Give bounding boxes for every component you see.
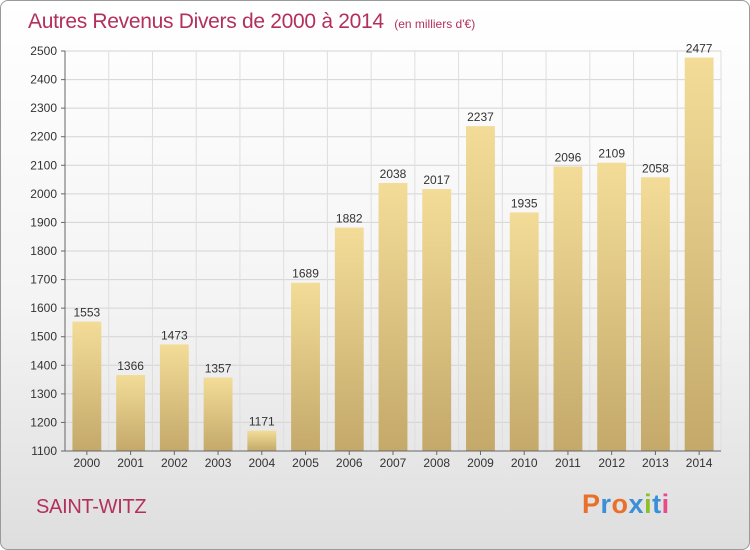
y-tick-label: 2500 [30,44,57,58]
logo-letter: o [611,489,629,519]
data-label: 1935 [511,196,538,210]
x-tick-label: 2014 [686,456,713,470]
data-label: 2109 [598,147,625,161]
bar-2003 [203,377,233,451]
bar-2005 [291,282,320,451]
y-tick-label: 1700 [30,273,57,287]
logo-letter: t [652,489,662,519]
logo-letter: i [661,489,670,519]
x-tick-label: 2000 [74,456,101,470]
data-label: 2477 [686,42,713,56]
x-tick-label: 2008 [423,456,450,470]
bar-2009 [466,126,495,452]
logo-letter: P [582,489,601,519]
bar-2010 [509,212,539,451]
logo-letter: x [628,489,645,519]
data-label: 2038 [380,167,407,181]
bar-2001 [116,375,146,451]
data-label: 1689 [292,267,319,281]
bar-2004 [247,430,277,451]
x-tick-label: 2007 [380,456,407,470]
data-label: 1553 [74,306,101,320]
logo-letter: i [644,489,653,519]
y-tick-label: 1400 [30,358,57,372]
location-label: SAINT-WITZ [36,496,147,518]
x-tick-label: 2011 [555,456,581,470]
bar-2000 [72,321,102,451]
y-tick-label: 1900 [30,215,57,229]
data-label: 1171 [249,415,275,429]
chart-unit-note: (en milliers d'€) [394,17,476,31]
bar-2013 [640,177,670,452]
bar-2014 [684,57,714,451]
x-tick-label: 2002 [161,456,188,470]
bar-2011 [553,166,583,451]
x-tick-label: 2001 [117,456,144,470]
bar-2002 [159,344,189,451]
data-label: 1366 [117,359,144,373]
y-tick-label: 2300 [30,101,57,115]
y-tick-label: 1100 [31,444,57,458]
x-tick-label: 2004 [248,456,275,470]
y-tick-label: 1200 [30,415,57,429]
x-tick-label: 2005 [292,456,319,470]
y-tick-label: 1800 [30,244,57,258]
x-tick-label: 2003 [205,456,232,470]
x-tick-label: 2006 [336,456,363,470]
data-label: 1882 [336,212,363,226]
chart-title: Autres Revenus Divers de 2000 à 2014 [28,10,384,33]
x-tick-label: 2013 [642,456,669,470]
x-tick-label: 2012 [598,456,625,470]
data-label: 1473 [161,328,188,342]
y-tick-label: 2400 [30,73,57,87]
data-label: 2058 [642,161,669,175]
y-tick-label: 2100 [30,158,57,172]
y-tick-label: 1500 [30,330,57,344]
proxiti-logo[interactable]: Proxiti [582,489,670,520]
data-label: 1357 [205,362,232,376]
data-label: 2017 [423,173,450,187]
bar-2012 [597,162,627,451]
y-tick-label: 2000 [30,187,57,201]
chart-title-row: Autres Revenus Divers de 2000 à 2014 (en… [28,10,475,34]
bar-2007 [378,183,408,451]
data-label: 2237 [467,110,494,124]
y-tick-label: 1300 [30,387,57,401]
bar-2008 [422,189,452,451]
y-tick-label: 2200 [30,130,57,144]
y-tick-label: 1600 [30,301,57,315]
bar-2006 [334,227,364,451]
data-label: 2096 [555,150,582,164]
x-tick-label: 2010 [511,456,538,470]
x-tick-label: 2009 [467,456,494,470]
logo-letter: r [600,489,612,519]
